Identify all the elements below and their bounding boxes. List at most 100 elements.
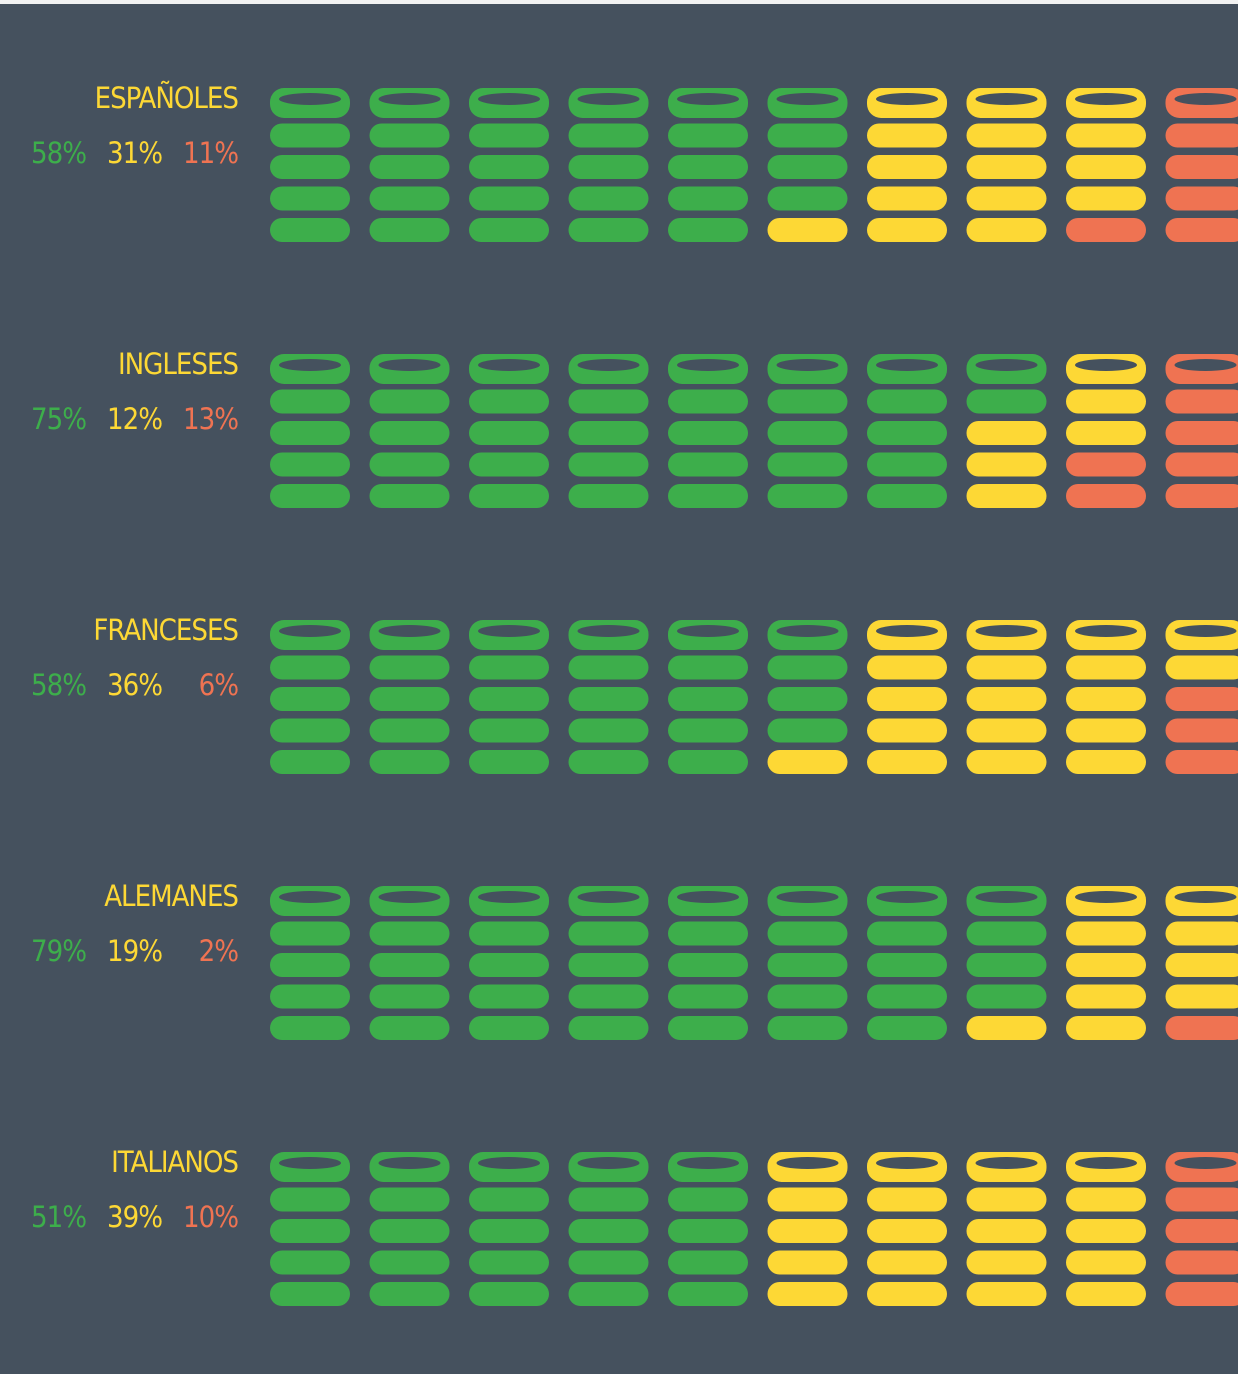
coin — [767, 718, 848, 743]
coin — [568, 421, 649, 445]
percent-label: 12% — [107, 402, 162, 436]
coin — [568, 123, 649, 148]
coin-hole — [478, 1157, 540, 1169]
percent-label: 79% — [31, 934, 86, 968]
percent-label: 31% — [107, 136, 162, 170]
coin — [469, 484, 549, 508]
coin — [568, 1016, 649, 1040]
group-label: ITALIANOS — [111, 1145, 238, 1179]
coin — [369, 718, 450, 743]
percent-label: 10% — [183, 1200, 238, 1234]
coin — [469, 1187, 549, 1212]
coin — [767, 1250, 848, 1275]
coin-hole — [577, 625, 640, 637]
coin-hole — [378, 93, 441, 105]
coin — [568, 186, 649, 211]
coin — [568, 1219, 649, 1243]
coin — [270, 687, 350, 711]
coin — [668, 655, 748, 680]
coin — [1165, 389, 1238, 414]
coin — [767, 953, 848, 977]
coin-hole — [776, 359, 839, 371]
coin-hole — [1075, 1157, 1137, 1169]
group-label: ALEMANES — [104, 879, 238, 913]
coin — [369, 1016, 450, 1040]
coin — [867, 984, 947, 1009]
coin — [668, 718, 748, 743]
coin — [966, 389, 1047, 414]
coin — [369, 1219, 450, 1243]
coin — [568, 655, 649, 680]
coin — [867, 718, 947, 743]
coin — [369, 484, 450, 508]
coin-hole — [776, 891, 839, 903]
coin-hole — [677, 93, 739, 105]
coin — [270, 1219, 350, 1243]
coin — [767, 1187, 848, 1212]
coin — [369, 186, 450, 211]
coin — [270, 1016, 350, 1040]
coin — [966, 1250, 1047, 1275]
coin-hole — [1075, 891, 1137, 903]
coin — [568, 750, 649, 774]
coin — [568, 1187, 649, 1212]
coin-hole — [577, 891, 640, 903]
coin — [568, 718, 649, 743]
coin-hole — [378, 891, 441, 903]
coin — [767, 484, 848, 508]
coin — [1066, 953, 1146, 977]
coin — [270, 1187, 350, 1212]
coin-hole — [279, 625, 341, 637]
coin — [469, 953, 549, 977]
coin — [568, 953, 649, 977]
coin — [668, 155, 748, 179]
coin-hole — [279, 93, 341, 105]
coin — [369, 452, 450, 477]
coin — [966, 921, 1047, 946]
coin — [270, 186, 350, 211]
coin — [1165, 921, 1238, 946]
coin — [668, 1187, 748, 1212]
coin-hole — [1174, 359, 1237, 371]
coin-hole — [577, 359, 640, 371]
coin — [270, 953, 350, 977]
coin — [270, 484, 350, 508]
coin — [767, 1219, 848, 1243]
coin-hole — [378, 359, 441, 371]
coin — [469, 186, 549, 211]
coin — [867, 1282, 947, 1306]
coin — [1066, 1219, 1146, 1243]
coin — [1165, 1187, 1238, 1212]
coin — [867, 186, 947, 211]
coin — [1165, 718, 1238, 743]
coin-hole — [876, 891, 938, 903]
coin — [867, 484, 947, 508]
coin — [668, 484, 748, 508]
percent-label: 36% — [107, 668, 162, 702]
coin — [867, 389, 947, 414]
coin-hole — [1075, 625, 1137, 637]
coin — [1165, 750, 1238, 774]
coin — [966, 1187, 1047, 1212]
coin — [1066, 186, 1146, 211]
coin — [966, 718, 1047, 743]
coin — [767, 389, 848, 414]
coin — [270, 123, 350, 148]
coin — [270, 984, 350, 1009]
coin — [469, 123, 549, 148]
coin — [668, 452, 748, 477]
percent-label: 58% — [31, 668, 86, 702]
coin-hole — [478, 625, 540, 637]
coin — [867, 155, 947, 179]
coin — [270, 389, 350, 414]
coin-hole — [478, 93, 540, 105]
coin — [568, 218, 649, 242]
coin — [369, 984, 450, 1009]
coin — [966, 984, 1047, 1009]
coin — [767, 984, 848, 1009]
coin — [568, 1250, 649, 1275]
coin-hole — [577, 1157, 640, 1169]
coin-hole — [1174, 891, 1237, 903]
coin — [270, 718, 350, 743]
coin — [966, 421, 1047, 445]
